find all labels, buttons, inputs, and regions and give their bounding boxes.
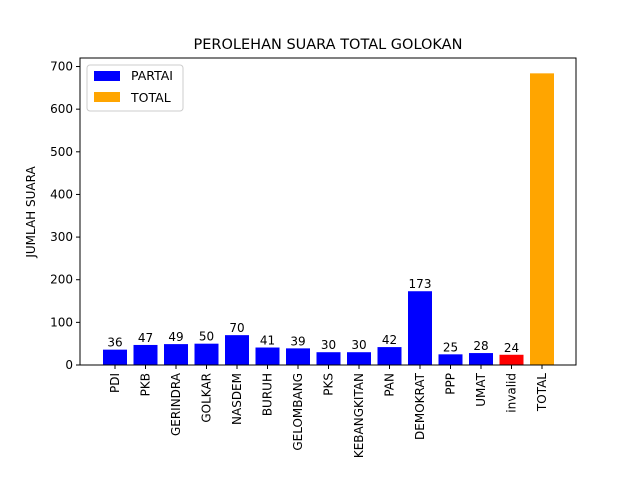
x-tick-label-pkb: PKB [139,373,153,396]
bar-demokrat [408,291,432,365]
y-tick-label-600: 600 [50,102,73,116]
x-tick-label-pdi: PDI [108,373,122,393]
bar-kebangkitan [347,352,371,365]
legend-swatch-partai [94,71,120,81]
x-tick-label-demokrat: DEMOKRAT [413,372,427,440]
x-tick-label-ppp: PPP [444,373,458,395]
y-tick-label-300: 300 [50,230,73,244]
data-label-demokrat: 173 [409,277,432,291]
bar-invalid [499,354,524,365]
legend-swatch-total [94,92,120,102]
plot-frame [79,57,577,366]
data-label-nasdem: 70 [229,321,244,335]
y-tick-label-700: 700 [50,60,73,74]
x-tick-label-buruh: BURUH [261,373,275,416]
bar-pdi [103,349,127,365]
x-tick-label-nasdem: NASDEM [230,373,244,425]
x-tick-label-pan: PAN [383,373,397,397]
y-tick-label-400: 400 [50,187,73,201]
x-tick-label-invalid: invalid [505,373,519,413]
data-label-buruh: 41 [260,334,275,348]
data-label-pan: 42 [382,333,397,347]
bar-golkar [194,343,219,365]
x-tick-label-total: TOTAL [535,373,549,412]
data-label-umat: 28 [473,339,488,353]
data-label-gerindra: 49 [168,330,183,344]
bar-buruh [255,347,280,365]
bar-gelombang [286,348,310,365]
data-label-ppp: 25 [443,340,458,354]
data-label-golkar: 50 [199,330,214,344]
legend-label-partai: PARTAI [131,68,173,83]
x-tick-label-umat: UMAT [474,372,488,406]
bar-umat [469,353,493,365]
data-label-gelombang: 39 [290,334,305,348]
x-tick-label-gerindra: GERINDRA [169,372,183,436]
bar-pan [377,347,402,365]
y-tick-label-100: 100 [50,315,73,329]
data-label-pks: 30 [321,338,336,352]
legend-label-total: TOTAL [130,90,171,105]
y-tick-label-0: 0 [65,358,73,372]
x-tick-label-pks: PKS [322,373,336,396]
y-tick-label-200: 200 [50,273,73,287]
x-ticks-group: PDI PKB GERINDRA GOLKAR NASDEM BURUH GELOMBANG… [108,365,549,458]
legend: PARTAI TOTAL [86,64,184,112]
bar-pks [316,352,341,365]
bar-gerindra [164,344,188,365]
chart-title: PEROLEHAN SUARA TOTAL GOLOKAN [194,37,463,53]
bar-total [530,73,554,365]
data-label-kebangkitan: 30 [351,338,366,352]
y-tick-label-500: 500 [50,145,73,159]
bar-ppp [438,354,463,365]
data-labels-group: 36 47 49 50 70 41 39 30 30 42 173 25 28 24 [107,277,519,355]
bar-pkb [133,344,158,365]
data-label-pdi: 36 [107,336,122,350]
data-label-invalid: 24 [504,341,519,355]
y-axis-label: JUMLAH SUARA [24,166,38,259]
y-ticks-group: 0 100 200 300 400 500 600 700 [50,60,80,372]
x-tick-label-gelombang: GELOMBANG [291,373,305,451]
x-tick-label-kebangkitan: KEBANGKITAN [352,373,366,458]
bar-nasdem [225,335,249,365]
data-label-pkb: 47 [138,331,153,345]
x-tick-label-golkar: GOLKAR [200,373,214,423]
bars-group [103,73,554,365]
